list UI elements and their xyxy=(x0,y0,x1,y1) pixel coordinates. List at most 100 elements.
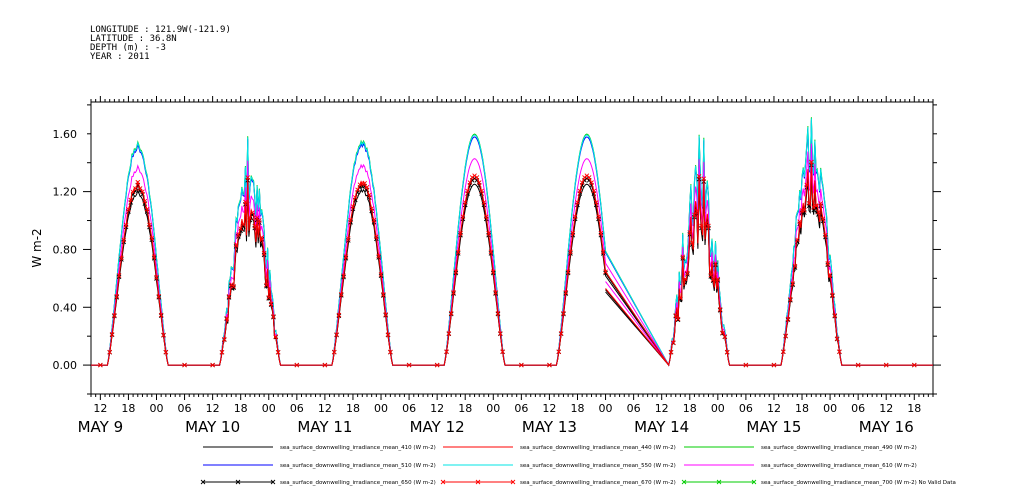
legend-label: sea_surface_downwelling_irradiance_mean_… xyxy=(520,445,676,451)
series-marker xyxy=(724,349,730,355)
series-marker xyxy=(226,294,232,299)
series-marker xyxy=(247,215,253,221)
y-tick-label: 0.40 xyxy=(53,301,78,314)
series-marker xyxy=(710,277,716,282)
series-marker xyxy=(156,293,162,299)
series-marker xyxy=(827,272,833,278)
legend-marker xyxy=(440,479,446,485)
header-info: LONGITUDE : 121.9W(-121.9) LATITUDE : 36… xyxy=(90,25,231,62)
series-marker xyxy=(696,174,702,179)
series-marker xyxy=(240,222,246,227)
series-marker xyxy=(490,269,496,275)
series-marker xyxy=(823,232,828,238)
series-marker xyxy=(348,217,353,223)
legend-label: sea_surface_downwelling_irradiance_mean_… xyxy=(520,463,676,469)
series-marker xyxy=(825,260,831,266)
y-tick-label: 1.60 xyxy=(53,128,78,141)
series-marker xyxy=(163,349,169,355)
series-marker xyxy=(678,295,683,301)
series-marker xyxy=(481,200,487,205)
series-marker xyxy=(109,332,115,337)
series-marker xyxy=(147,222,152,228)
series-marker xyxy=(453,269,459,275)
legend-label: sea_surface_downwelling_irradiance_mean_… xyxy=(280,445,436,451)
series-marker xyxy=(381,292,386,297)
series-marker xyxy=(385,332,391,337)
series-marker xyxy=(264,282,269,288)
series-marker xyxy=(820,216,826,221)
series-marker xyxy=(570,230,576,236)
x-tick-label: 00 xyxy=(599,402,613,415)
series-marker xyxy=(593,200,599,205)
series-marker xyxy=(911,362,917,368)
series-marker xyxy=(556,349,562,354)
x-date-label: MAY 9 xyxy=(78,418,124,436)
series-marker xyxy=(376,253,382,259)
series-marker xyxy=(673,313,679,318)
series-marker xyxy=(126,206,131,212)
legend-marker xyxy=(751,479,757,485)
series-marker xyxy=(243,199,248,205)
series-marker xyxy=(809,159,814,165)
series-marker xyxy=(252,223,258,229)
series-marker xyxy=(446,331,452,336)
series-marker xyxy=(107,349,113,355)
series-marker xyxy=(236,232,241,237)
series-gap-line xyxy=(605,281,670,366)
series-marker xyxy=(692,212,697,218)
series-marker xyxy=(682,276,688,282)
series-marker xyxy=(371,217,377,223)
series-marker xyxy=(783,333,788,339)
x-date-label: MAY 13 xyxy=(522,418,577,436)
series-marker xyxy=(275,349,281,355)
x-date-label: MAY 14 xyxy=(634,418,689,436)
x-tick-label: 12 xyxy=(655,402,669,415)
series-marker xyxy=(135,179,141,185)
series-marker xyxy=(563,290,569,295)
series-marker xyxy=(694,208,700,214)
series-marker xyxy=(444,349,449,354)
series-marker xyxy=(350,204,356,209)
series-marker xyxy=(467,180,473,185)
x-date-label: MAY 12 xyxy=(410,418,465,436)
legend-marker xyxy=(235,479,241,485)
series-marker xyxy=(486,230,491,236)
series-marker xyxy=(780,349,786,354)
y-tick-label: 0.80 xyxy=(53,243,78,256)
series-marker xyxy=(362,181,367,186)
series-marker xyxy=(586,175,592,180)
series-marker xyxy=(813,203,819,209)
series-marker xyxy=(114,293,120,299)
x-tick-label: 12 xyxy=(430,402,444,415)
series-marker xyxy=(500,349,505,354)
y-axis-label: W m-2 xyxy=(30,228,44,267)
series-marker xyxy=(596,214,601,219)
series-marker xyxy=(558,331,564,336)
x-date-label: MAY 11 xyxy=(297,418,352,436)
series-marker xyxy=(224,315,229,321)
series-marker xyxy=(334,332,339,337)
legend-marker xyxy=(200,479,206,485)
series-marker xyxy=(343,254,349,259)
series-marker xyxy=(144,206,150,212)
series-marker xyxy=(689,240,695,246)
series-marker xyxy=(458,230,463,236)
series-marker xyxy=(121,237,127,243)
series-marker xyxy=(140,189,145,195)
series-marker xyxy=(266,295,272,300)
x-tick-label: 18 xyxy=(458,402,472,415)
series-marker xyxy=(231,284,236,289)
x-tick-label: 12 xyxy=(318,402,332,415)
series-marker xyxy=(268,301,274,307)
series-line xyxy=(91,171,933,367)
x-date-label: MAY 16 xyxy=(859,418,914,436)
legend-label: sea_surface_downwelling_irradiance_mean_… xyxy=(761,445,917,451)
series-marker xyxy=(451,290,456,295)
series-marker xyxy=(273,334,279,339)
series-marker xyxy=(493,290,498,295)
header-line: DEPTH (m) : -3 xyxy=(90,43,166,53)
series-marker xyxy=(792,263,798,269)
y-tick-label: 1.20 xyxy=(53,186,78,199)
legend-marker xyxy=(510,479,516,485)
series-marker xyxy=(699,223,704,229)
